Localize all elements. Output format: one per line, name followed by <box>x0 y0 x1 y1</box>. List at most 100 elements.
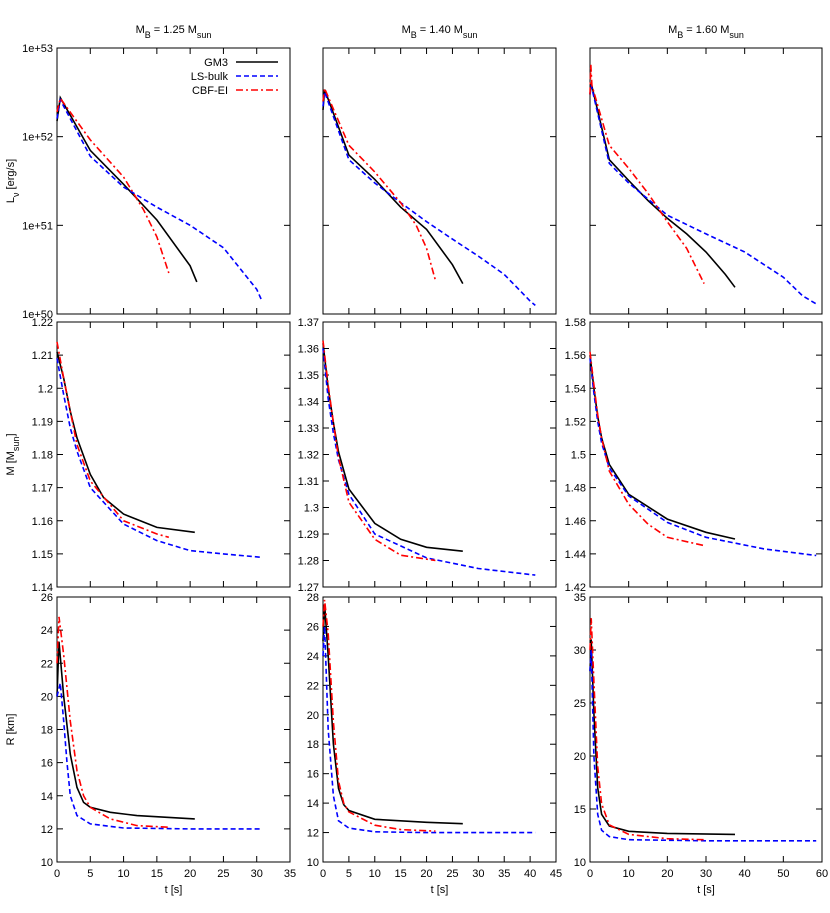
series-line <box>589 351 705 547</box>
series-line <box>56 341 170 539</box>
y-tick-label: 1.29 <box>298 529 319 541</box>
series-line <box>589 64 705 284</box>
y-tick-label: 1.42 <box>565 582 586 594</box>
y-axis-label-part: sun <box>11 437 21 452</box>
plot-frame <box>56 321 291 588</box>
y-axis-label-part: [erg/s] <box>5 159 17 193</box>
y-tick-label: 1.5 <box>571 450 586 462</box>
panel-title-part: M <box>668 24 677 36</box>
x-tick-label: 30 <box>251 868 263 880</box>
x-axis-label: t [s] <box>697 884 715 896</box>
x-tick-label: 25 <box>217 868 229 880</box>
panel-title-part: = 1.25 M <box>151 24 197 36</box>
y-tick-label: 1.31 <box>298 476 319 488</box>
legend-label: GM3 <box>204 57 228 69</box>
legend-label: LS-bulk <box>191 71 229 83</box>
series-line <box>322 599 436 832</box>
x-tick-label: 10 <box>369 868 381 880</box>
x-tick-label: 40 <box>524 868 536 880</box>
y-axis-label: Lν [erg/s] <box>5 159 21 203</box>
y-tick-label: 1e+50 <box>22 309 53 321</box>
x-tick-label: 15 <box>151 868 163 880</box>
y-tick-label: 14 <box>307 798 319 810</box>
series-line <box>589 618 705 841</box>
x-tick-label: 0 <box>54 868 60 880</box>
y-tick-label: 1.33 <box>298 423 319 435</box>
y-axis-label: M [Msun] <box>5 433 21 475</box>
y-axis-label-part: R [km] <box>5 714 17 746</box>
panel-title: MB = 1.40 Msun <box>402 24 478 40</box>
series-line <box>322 348 536 576</box>
y-tick-label: 1.14 <box>32 582 53 594</box>
y-tick-label: 1.27 <box>298 582 319 594</box>
y-tick-label: 1.52 <box>565 416 586 428</box>
x-tick-label: 35 <box>284 868 296 880</box>
series-line <box>322 626 536 834</box>
y-tick-label: 1.32 <box>298 450 319 462</box>
series-line <box>322 89 464 284</box>
y-tick-label: 24 <box>307 651 319 663</box>
plot-frame <box>56 596 291 863</box>
plot-frame <box>322 596 557 863</box>
series-line <box>322 604 463 825</box>
y-tick-label: 35 <box>574 592 586 604</box>
series-line <box>322 91 536 307</box>
y-tick-label: 20 <box>574 751 586 763</box>
y-tick-label: 1.56 <box>565 350 586 362</box>
y-tick-label: 1.22 <box>32 317 53 329</box>
plot-frame <box>322 47 557 315</box>
panel-title-part: sun <box>463 30 478 40</box>
series-line <box>56 682 260 830</box>
series-line <box>56 351 195 534</box>
panel-title-part: = 1.60 M <box>683 24 729 36</box>
x-tick-label: 5 <box>346 868 352 880</box>
y-tick-label: 28 <box>307 592 319 604</box>
y-tick-label: 10 <box>307 857 319 869</box>
y-tick-label: 1.37 <box>298 317 319 329</box>
y-tick-label: 25 <box>574 698 586 710</box>
x-tick-label: 45 <box>550 868 562 880</box>
series-line <box>56 641 195 820</box>
y-tick-label: 1e+53 <box>22 43 53 55</box>
x-tick-label: 20 <box>661 868 673 880</box>
series-line <box>322 343 463 552</box>
y-tick-label: 16 <box>307 769 319 781</box>
series-line <box>589 649 817 842</box>
plot-frame <box>322 321 557 588</box>
x-axis-label: t [s] <box>431 884 449 896</box>
panel-title-part: sun <box>729 30 744 40</box>
panel-title-part: = 1.40 M <box>417 24 463 36</box>
y-axis-label-part: L <box>5 197 17 203</box>
x-tick-label: 25 <box>446 868 458 880</box>
y-tick-label: 1.36 <box>298 344 319 356</box>
legend-label: CBF-EI <box>192 85 228 97</box>
y-tick-label: 1.17 <box>32 483 53 495</box>
plot-frame <box>589 321 823 588</box>
series-line <box>589 358 817 557</box>
y-tick-label: 30 <box>574 645 586 657</box>
panel-title-part: B <box>145 30 151 40</box>
plot-frame <box>56 47 291 315</box>
panel-title-part: M <box>136 24 145 36</box>
x-tick-label: 0 <box>320 868 326 880</box>
series-line <box>56 95 198 283</box>
series-line <box>589 355 736 540</box>
y-tick-label: 16 <box>41 758 53 770</box>
x-tick-label: 15 <box>395 868 407 880</box>
series-line <box>56 616 169 828</box>
series-line <box>322 340 436 562</box>
y-tick-label: 22 <box>41 658 53 670</box>
y-tick-label: 20 <box>307 710 319 722</box>
y-tick-label: 1.35 <box>298 370 319 382</box>
y-tick-label: 24 <box>41 625 53 637</box>
panel-title: MB = 1.60 Msun <box>668 24 744 40</box>
x-tick-label: 20 <box>184 868 196 880</box>
y-tick-label: 1.15 <box>32 549 53 561</box>
panel-title-part: sun <box>197 30 212 40</box>
y-tick-label: 1e+51 <box>22 220 53 232</box>
y-tick-label: 1.21 <box>32 350 53 362</box>
series-line <box>56 96 170 274</box>
y-tick-label: 1.44 <box>565 549 586 561</box>
